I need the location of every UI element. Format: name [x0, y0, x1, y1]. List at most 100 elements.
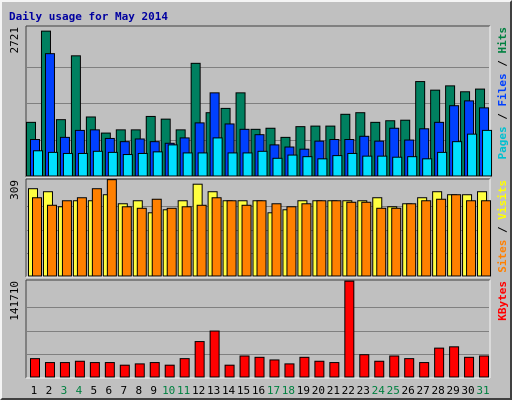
bar-sites-day-26 [406, 203, 417, 277]
x-tick-label-day-3: 3 [61, 384, 68, 397]
bar-pages-day-13 [212, 137, 223, 177]
legend-entry: Pages [496, 126, 509, 159]
bar-pages-day-25 [392, 156, 403, 177]
bar-pages-day-31 [482, 129, 493, 177]
bar-sites-day-16 [256, 200, 267, 277]
bar-sites-day-7 [121, 206, 132, 277]
bar-pages-day-17 [272, 157, 283, 177]
bar-kbytes-day-12 [194, 341, 205, 378]
bar-pages-day-15 [242, 152, 253, 177]
bar-kbytes-day-7 [119, 364, 130, 378]
bar-kbytes-day-25 [389, 355, 400, 378]
bar-pages-day-23 [362, 155, 373, 177]
bar-kbytes-day-26 [404, 358, 415, 378]
x-tick-label-day-2: 2 [46, 384, 53, 397]
bar-sites-day-19 [301, 203, 312, 277]
series-kbytes [30, 280, 490, 378]
bar-kbytes-day-9 [149, 362, 160, 378]
bar-sites-day-28 [436, 198, 447, 277]
bar-sites-day-13 [211, 197, 222, 277]
x-tick-label-day-12: 12 [192, 384, 205, 397]
bar-pages-day-21 [332, 155, 343, 177]
legend: Pages / Files / Hits [496, 27, 509, 160]
bar-sites-day-25 [391, 207, 402, 277]
legend-entry: Hits [496, 27, 509, 54]
x-tick-label-day-22: 22 [342, 384, 355, 397]
bar-pages-day-9 [152, 151, 163, 177]
legend-entry: / [496, 220, 509, 240]
bar-sites-day-18 [286, 206, 297, 277]
bar-sites-day-29 [451, 194, 462, 277]
bar-pages-day-30 [467, 133, 478, 177]
x-tick-label-day-19: 19 [297, 384, 310, 397]
bar-kbytes-day-11 [179, 358, 190, 378]
bar-kbytes-day-29 [449, 346, 460, 378]
bar-pages-day-29 [452, 141, 463, 177]
bar-pages-day-18 [287, 154, 298, 177]
bar-kbytes-day-22 [344, 280, 355, 378]
x-tick-label-day-13: 13 [207, 384, 220, 397]
x-tick-label-day-6: 6 [106, 384, 113, 397]
x-tick-label-day-15: 15 [237, 384, 250, 397]
x-tick-label-day-20: 20 [312, 384, 325, 397]
bar-kbytes-day-6 [104, 362, 115, 378]
x-tick-label-day-27: 27 [417, 384, 430, 397]
bar-kbytes-day-2 [44, 362, 55, 378]
x-tick-label-day-18: 18 [282, 384, 295, 397]
bar-pages-day-5 [92, 150, 103, 177]
bar-pages-day-22 [347, 152, 358, 177]
y-max-label: 2721 [8, 27, 21, 54]
bar-pages-day-24 [377, 155, 388, 177]
plot-panels: 2721 Pages / Files / Hits 309 Sites / Visit… [8, 25, 509, 379]
bar-pages-day-12 [197, 152, 208, 177]
bar-pages-day-27 [422, 158, 433, 177]
bar-sites-day-27 [421, 200, 432, 277]
legend: Sites / Visits [496, 180, 509, 273]
bar-kbytes-day-31 [479, 355, 490, 378]
bar-sites-day-22 [346, 201, 357, 277]
bar-pages-day-8 [137, 152, 148, 177]
bar-kbytes-day-20 [314, 360, 325, 378]
legend-entry: Files [496, 73, 509, 106]
bar-kbytes-day-5 [89, 362, 100, 378]
bar-sites-day-4 [76, 197, 87, 277]
bar-kbytes-day-27 [419, 362, 430, 378]
bar-sites-day-1 [32, 197, 42, 277]
y-max-label: 309 [8, 180, 21, 200]
bar-sites-day-15 [241, 204, 252, 277]
bar-kbytes-day-21 [329, 362, 340, 378]
bar-pages-day-3 [62, 152, 73, 177]
bar-sites-day-21 [331, 200, 342, 277]
bar-kbytes-day-16 [254, 356, 265, 378]
x-tick-label-day-5: 5 [91, 384, 98, 397]
bar-kbytes-day-1 [30, 358, 40, 378]
bar-kbytes-day-10 [164, 364, 175, 378]
bar-sites-day-20 [316, 200, 327, 277]
x-tick-label-day-31: 31 [476, 384, 489, 397]
bar-sites-day-14 [226, 200, 237, 277]
x-tick-label-day-28: 28 [431, 384, 444, 397]
chart-title: Daily usage for May 2014 [9, 10, 168, 23]
bar-kbytes-day-23 [359, 354, 370, 378]
x-tick-label-day-8: 8 [135, 384, 142, 397]
y-max-label: 141710 [8, 281, 21, 321]
bar-pages-day-19 [302, 156, 313, 177]
bar-kbytes-day-30 [464, 356, 475, 378]
x-tick-label-day-11: 11 [177, 384, 190, 397]
bar-pages-day-10 [167, 144, 178, 177]
x-tick-label-day-29: 29 [446, 384, 459, 397]
bar-pages-day-20 [317, 158, 328, 177]
legend-entry: Visits [496, 180, 509, 220]
panel-sites-visits: 309 Sites / Visits [8, 178, 509, 278]
legend-entry: / [496, 54, 509, 74]
bar-pages-day-28 [437, 151, 448, 177]
x-tick-label-day-1: 1 [31, 384, 38, 397]
bar-sites-day-10 [166, 207, 177, 277]
bar-kbytes-day-3 [59, 362, 70, 378]
x-tick-label-day-9: 9 [150, 384, 157, 397]
series-sites [32, 179, 492, 277]
bar-sites-day-3 [61, 200, 72, 277]
bar-sites-day-17 [271, 203, 282, 277]
panel-pages-files-hits: 2721 Pages / Files / Hits [8, 25, 509, 178]
